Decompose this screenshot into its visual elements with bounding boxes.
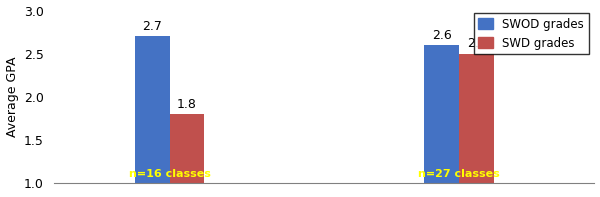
Bar	[459, 54, 494, 183]
Legend: SWOD grades, SWD grades: SWOD grades, SWD grades	[474, 13, 589, 54]
Y-axis label: Average GPA: Average GPA	[5, 57, 19, 137]
Text: 2.5: 2.5	[467, 37, 487, 50]
Bar	[170, 114, 205, 183]
Text: n=16 classes: n=16 classes	[128, 169, 211, 179]
Text: 1.8: 1.8	[177, 98, 197, 111]
Bar	[135, 36, 170, 183]
Bar	[424, 45, 459, 183]
Text: n=27 classes: n=27 classes	[418, 169, 500, 179]
Text: 2.7: 2.7	[142, 20, 162, 33]
Text: 2.6: 2.6	[432, 29, 452, 42]
